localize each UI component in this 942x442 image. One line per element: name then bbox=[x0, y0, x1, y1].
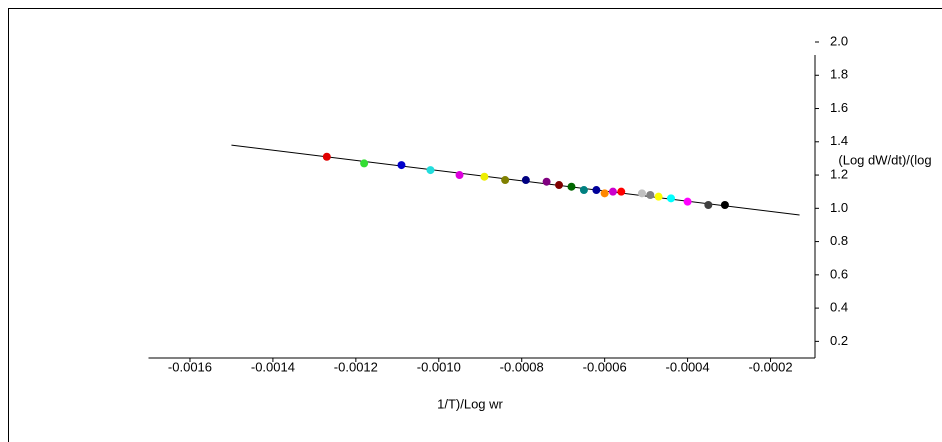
data-point bbox=[608, 187, 617, 196]
data-point bbox=[600, 189, 609, 198]
x-tick-label: -0.0008 bbox=[500, 359, 544, 374]
y-tick-label: 0.4 bbox=[830, 300, 848, 315]
data-point bbox=[720, 200, 729, 209]
frame bbox=[8, 8, 942, 442]
y-axis-label: (Log dW/dt)/(log bbox=[838, 152, 931, 167]
data-point bbox=[521, 176, 530, 185]
data-point bbox=[683, 197, 692, 206]
data-point bbox=[322, 152, 331, 161]
x-tick-label: -0.0004 bbox=[666, 359, 710, 374]
x-axis-label: 1/T)/Log wr bbox=[437, 396, 503, 411]
data-point bbox=[654, 192, 663, 201]
data-point bbox=[555, 181, 564, 190]
data-point bbox=[360, 159, 369, 168]
data-point bbox=[637, 189, 646, 198]
data-point bbox=[567, 182, 576, 191]
fit-line bbox=[231, 144, 800, 216]
data-point bbox=[455, 171, 464, 180]
y-tick-label: 1.2 bbox=[830, 166, 848, 181]
data-point bbox=[501, 176, 510, 185]
y-tick-label: 0.2 bbox=[830, 333, 848, 348]
data-point bbox=[704, 200, 713, 209]
y-tick-label: 1.6 bbox=[830, 100, 848, 115]
data-point bbox=[592, 186, 601, 195]
y-tick-label: 1.8 bbox=[830, 67, 848, 82]
y-tick-label: 1.0 bbox=[830, 200, 848, 215]
x-tick-label: -0.0010 bbox=[417, 359, 461, 374]
x-tick-label: -0.0016 bbox=[168, 359, 212, 374]
y-tick-label: 2.0 bbox=[830, 33, 848, 48]
y-tick-label: 0.8 bbox=[830, 233, 848, 248]
data-point bbox=[426, 166, 435, 175]
data-point bbox=[646, 191, 655, 200]
data-point bbox=[617, 187, 626, 196]
data-point bbox=[542, 177, 551, 186]
y-tick-label: 1.4 bbox=[830, 133, 848, 148]
x-tick-label: -0.0006 bbox=[583, 359, 627, 374]
data-point bbox=[397, 161, 406, 170]
y-tick-label: 0.6 bbox=[830, 266, 848, 281]
x-tick-label: -0.0002 bbox=[748, 359, 792, 374]
data-point bbox=[667, 194, 676, 203]
x-tick-label: -0.0014 bbox=[251, 359, 295, 374]
data-point bbox=[480, 172, 489, 181]
x-tick-label: -0.0012 bbox=[334, 359, 378, 374]
data-point bbox=[579, 186, 588, 195]
